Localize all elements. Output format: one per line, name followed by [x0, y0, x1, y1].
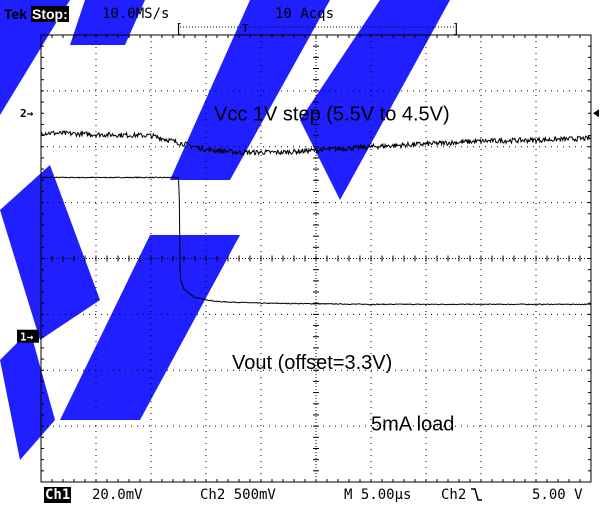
watermark-shape	[70, 0, 145, 45]
falling-edge-icon	[471, 488, 482, 501]
brand-label: Tek Stop:	[4, 6, 69, 22]
trigger-level-arrow-icon	[593, 109, 599, 118]
watermark-shape	[170, 0, 330, 180]
record-bracket-right: ]	[452, 22, 460, 37]
watermark-shape	[300, 0, 450, 200]
ch1-ground-marker-label: 1→	[20, 331, 34, 344]
vcc-annotation: Vcc 1V step (5.5V to 4.5V)	[214, 103, 450, 125]
ch1-scale: 20.0mV	[92, 487, 143, 503]
watermark-shape	[0, 165, 100, 340]
record-bracket-left: [	[175, 22, 183, 37]
ch1-readout: Ch1	[44, 487, 72, 503]
trigger-source: Ch2	[441, 487, 467, 503]
vout-annotation: Vout (offset=3.3V)	[232, 352, 392, 374]
ch2-scale: Ch2 500mV	[200, 487, 276, 503]
brand-text: Tek	[4, 6, 28, 22]
trigger-position-marker: T	[242, 22, 249, 35]
watermark-shape	[0, 0, 70, 115]
vcc-trace	[40, 176, 592, 306]
load-annotation: 5mA load	[371, 414, 454, 436]
watermark-shape	[0, 330, 55, 460]
watermark-shape	[60, 235, 240, 420]
ch1-label: Ch1	[44, 487, 72, 503]
acquisition-count: 10 Acqs	[275, 6, 335, 22]
acquisition-state-badge: Stop:	[30, 6, 69, 22]
ch1-ground-marker-badge	[17, 329, 39, 343]
timebase: M 5.00µs	[344, 487, 412, 503]
ch2-ground-marker-label: 2→	[20, 107, 34, 120]
vout-trace	[40, 129, 592, 156]
trigger-level: 5.00 V	[532, 487, 583, 503]
sample-rate: 10.0MS/s	[102, 6, 170, 22]
